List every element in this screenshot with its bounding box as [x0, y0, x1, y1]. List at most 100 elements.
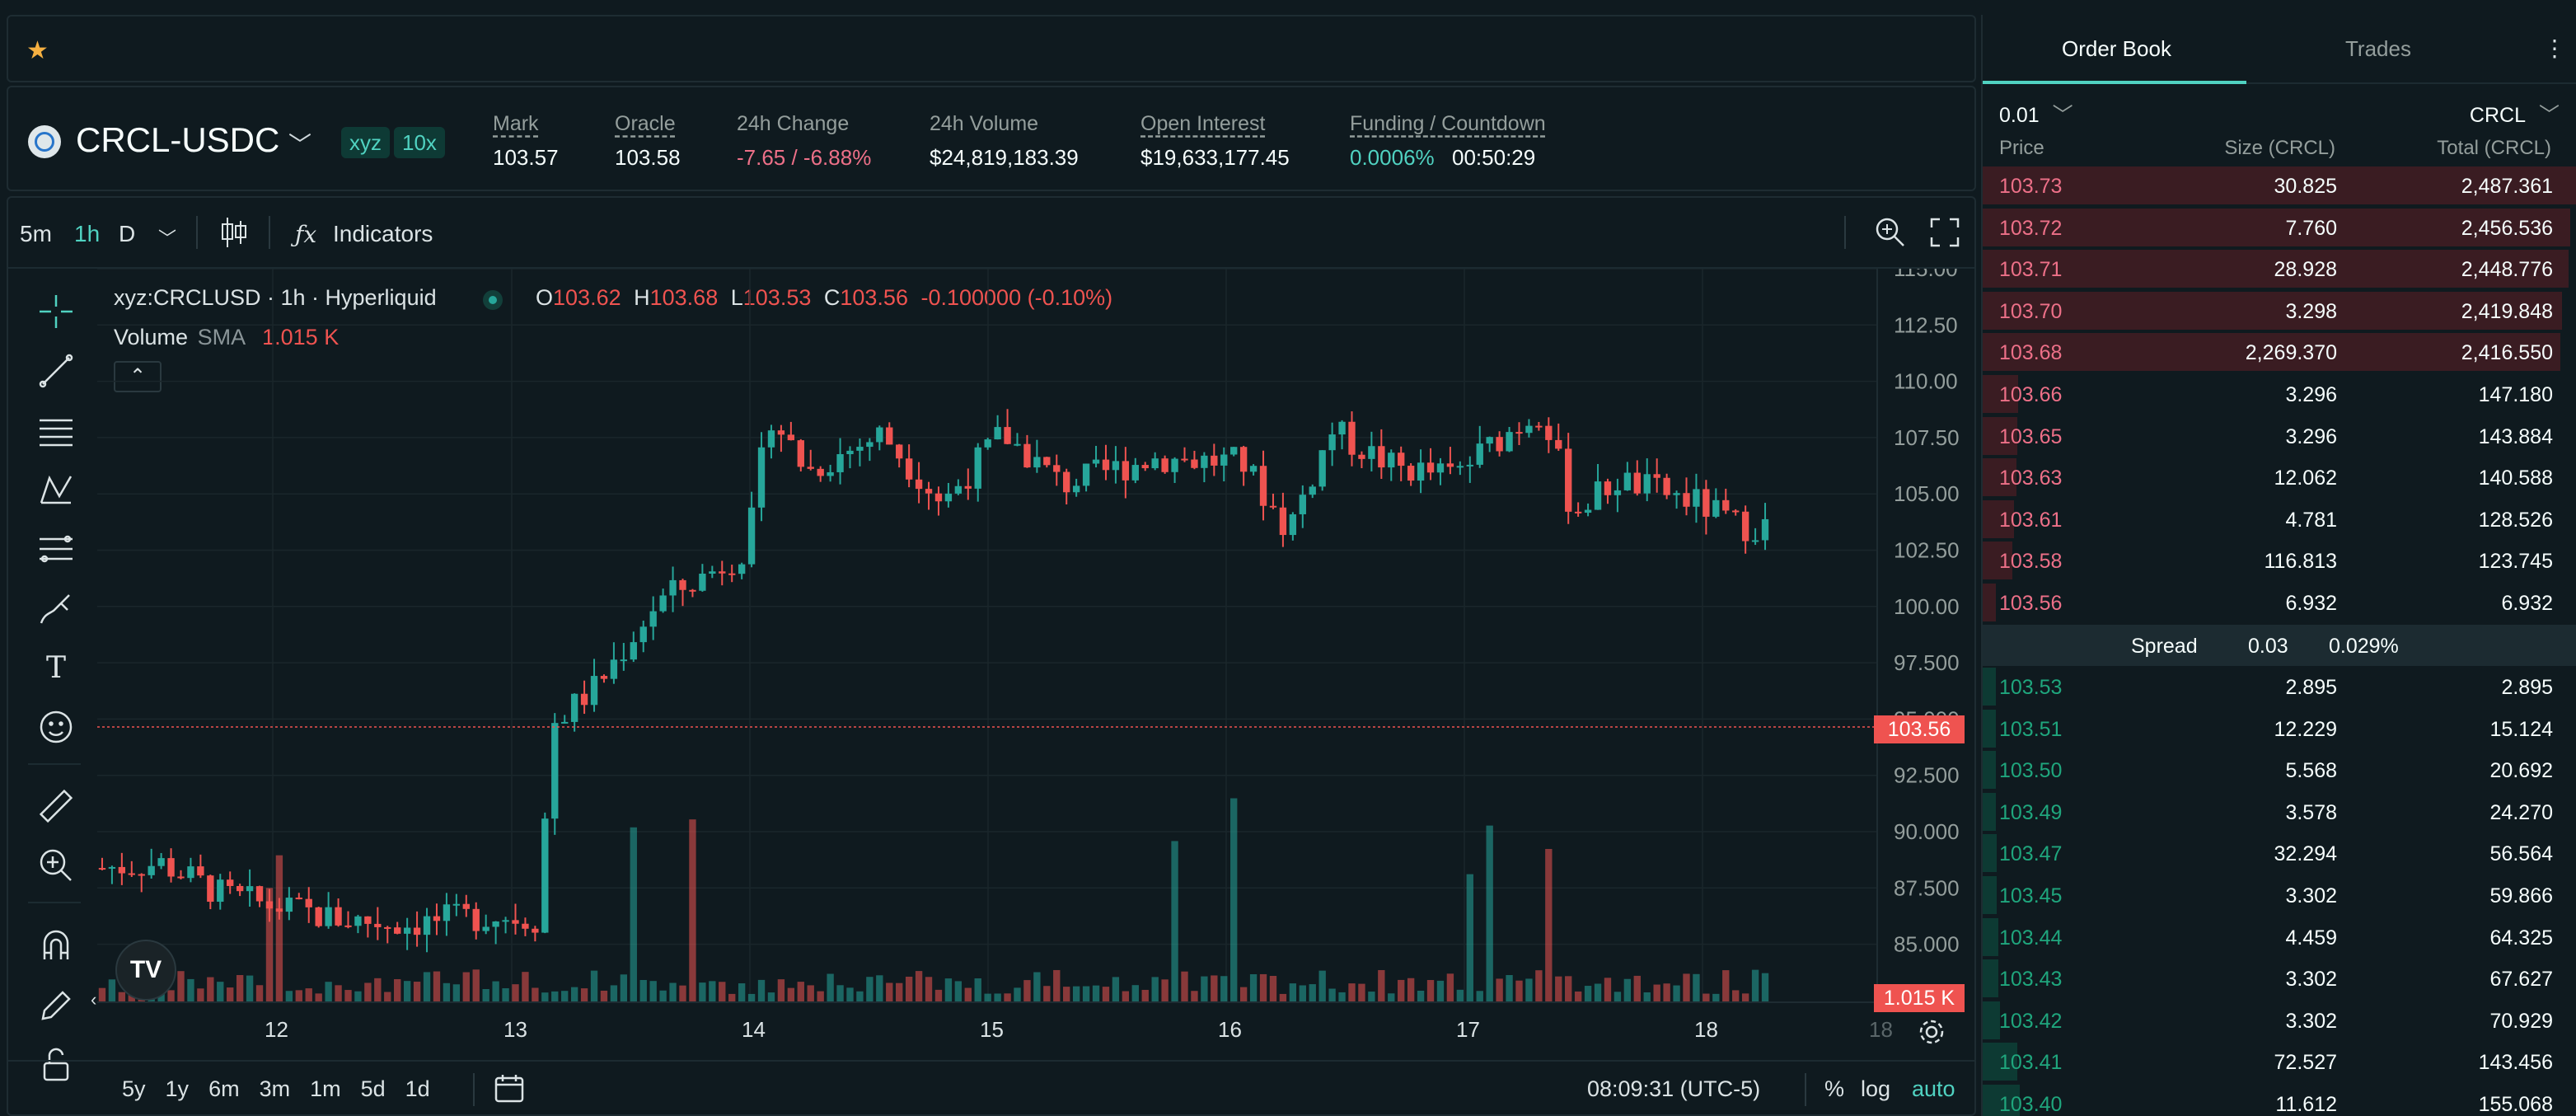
bid-row[interactable]: 103.50 5.568 20.692	[1983, 749, 2576, 790]
bid-row[interactable]: 103.53 2.895 2.895	[1983, 666, 2576, 707]
tab-border	[1983, 82, 2576, 84]
ask-row[interactable]: 103.56 6.932 6.932	[1983, 582, 2576, 623]
ask-row[interactable]: 103.73 30.825 2,487.361	[1983, 165, 2576, 206]
candle-body	[1269, 505, 1277, 508]
bid-row[interactable]: 103.51 12.229 15.124	[1983, 708, 2576, 749]
bid-row[interactable]: 103.41 72.527 143.456	[1983, 1041, 2576, 1082]
interval-1h[interactable]: 1h	[74, 221, 101, 246]
magnet-icon[interactable]	[33, 923, 79, 969]
volume-bar	[1269, 976, 1277, 1002]
tab-trades[interactable]: Trades	[2345, 36, 2411, 61]
unit-selector[interactable]: CRCL ﹀	[2469, 104, 2560, 127]
ruler-icon[interactable]	[33, 783, 79, 829]
calendar-range-icon[interactable]	[493, 1071, 526, 1109]
time-tick-label: 16	[1218, 1017, 1242, 1042]
ask-row[interactable]: 103.58 116.813 123.745	[1983, 540, 2576, 581]
ask-size: 6.932	[2285, 592, 2337, 615]
tab-order-book[interactable]: Order Book	[2062, 36, 2171, 61]
bid-total: 143.456	[2478, 1051, 2553, 1075]
candle-body	[580, 693, 588, 706]
ask-row[interactable]: 103.71 28.928 2,448.776	[1983, 248, 2576, 289]
log-toggle[interactable]: log	[1861, 1076, 1891, 1101]
volume-bar	[452, 984, 461, 1002]
candle-body	[423, 916, 431, 935]
text-icon[interactable]: T	[45, 650, 66, 685]
interval-d[interactable]: D	[119, 221, 136, 246]
ask-total: 147.180	[2478, 383, 2553, 406]
collapse-tools-icon[interactable]: ‹	[91, 989, 97, 1010]
lock-icon[interactable]	[33, 1042, 79, 1088]
volume-bar	[177, 971, 185, 1002]
funding-label: Funding / Countdown	[1350, 112, 1546, 135]
bid-row[interactable]: 103.47 32.294 56.564	[1983, 832, 2576, 874]
tradingview-logo-icon[interactable]: TV	[115, 940, 176, 1001]
clock-readout[interactable]: 08:09:31 (UTC-5)	[1587, 1076, 1761, 1101]
pencil-lock-icon[interactable]	[33, 982, 79, 1029]
range-6m[interactable]: 6m	[208, 1076, 240, 1101]
interval-5m[interactable]: 5m	[20, 221, 52, 246]
ask-price: 103.58	[1999, 550, 2063, 574]
volume-bar	[856, 991, 864, 1002]
price-tick-label: 100.00	[1894, 594, 1960, 619]
range-3m[interactable]: 3m	[259, 1076, 291, 1101]
bid-row[interactable]: 103.43 3.302 67.627	[1983, 958, 2576, 999]
magnifier-plus-icon[interactable]	[1872, 214, 1909, 255]
ask-row[interactable]: 103.70 3.298 2,419.848	[1983, 290, 2576, 331]
symbol-selector[interactable]: CRCL-USDC	[76, 120, 280, 159]
range-1m[interactable]: 1m	[310, 1076, 341, 1101]
bid-row[interactable]: 103.44 4.459 64.325	[1983, 917, 2576, 958]
percent-toggle[interactable]: %	[1824, 1076, 1845, 1101]
indicators-button[interactable]: Indicators	[333, 221, 433, 246]
candle-body	[699, 573, 706, 591]
candle-body	[876, 427, 883, 443]
horizontal-lines-icon[interactable]	[33, 407, 79, 453]
bid-row[interactable]: 103.49 3.578 24.270	[1983, 791, 2576, 832]
auto-toggle[interactable]: auto	[1912, 1076, 1955, 1101]
candle-body	[1318, 450, 1326, 487]
emoji-icon[interactable]	[33, 704, 79, 750]
leverage-badge[interactable]: 10x	[394, 127, 445, 158]
volume-bar	[354, 991, 362, 1002]
candle-body	[472, 908, 480, 931]
bid-row[interactable]: 103.42 3.302 70.929	[1983, 1000, 2576, 1041]
ask-row[interactable]: 103.61 4.781 128.526	[1983, 499, 2576, 540]
crosshair-icon[interactable]	[33, 288, 79, 335]
candle-body	[522, 923, 529, 929]
fib-icon[interactable]	[33, 526, 79, 572]
ask-row[interactable]: 103.68 2,269.370 2,416.550	[1983, 331, 2576, 373]
bid-price: 103.44	[1999, 926, 2063, 950]
range-5y[interactable]: 5y	[122, 1076, 146, 1101]
chevron-down-icon[interactable]: ﹀	[288, 132, 312, 157]
tick-size-selector[interactable]: 0.01 ﹀	[1999, 104, 2073, 127]
star-icon[interactable]: ★	[26, 37, 49, 64]
toolbar-divider	[1805, 1073, 1806, 1106]
candle-body	[886, 427, 893, 445]
ask-row[interactable]: 103.72 7.760 2,456.536	[1983, 207, 2576, 248]
pattern-icon[interactable]	[33, 467, 79, 513]
chevron-down-icon[interactable]: ﹀	[158, 228, 177, 249]
candles-icon[interactable]	[219, 214, 249, 255]
range-5d[interactable]: 5d	[360, 1076, 386, 1101]
candle-body	[541, 818, 549, 933]
fullscreen-icon[interactable]	[1928, 216, 1961, 253]
ask-row[interactable]: 103.65 3.296 143.884	[1983, 415, 2576, 457]
bid-row[interactable]: 103.45 3.302 59.866	[1983, 875, 2576, 916]
price-chart[interactable]: 115.00 112.50 110.00 107.50 105.00 102.50 100.…	[97, 269, 1976, 1116]
ask-row[interactable]: 103.66 3.296 147.180	[1983, 373, 2576, 415]
function-icon[interactable]: ƒx	[295, 221, 317, 248]
candle-body	[1004, 427, 1011, 444]
ask-row[interactable]: 103.63 12.062 140.588	[1983, 457, 2576, 498]
settings-gear-icon[interactable]	[1917, 1017, 1946, 1051]
zoom-in-icon[interactable]	[33, 842, 79, 889]
volume-bar	[1506, 974, 1513, 1002]
brush-icon[interactable]	[33, 585, 79, 631]
bid-row[interactable]: 103.40 11.612 155.068	[1983, 1083, 2576, 1116]
volume-bar	[1211, 975, 1218, 1002]
range-1d[interactable]: 1d	[405, 1076, 430, 1101]
volume-bar	[502, 988, 509, 1002]
trend-line-icon[interactable]	[33, 348, 79, 394]
candle-body	[1201, 455, 1208, 468]
range-1y[interactable]: 1y	[165, 1076, 190, 1101]
more-options-icon[interactable]: ⋮	[2543, 35, 2566, 61]
ask-size: 30.825	[2274, 175, 2337, 198]
